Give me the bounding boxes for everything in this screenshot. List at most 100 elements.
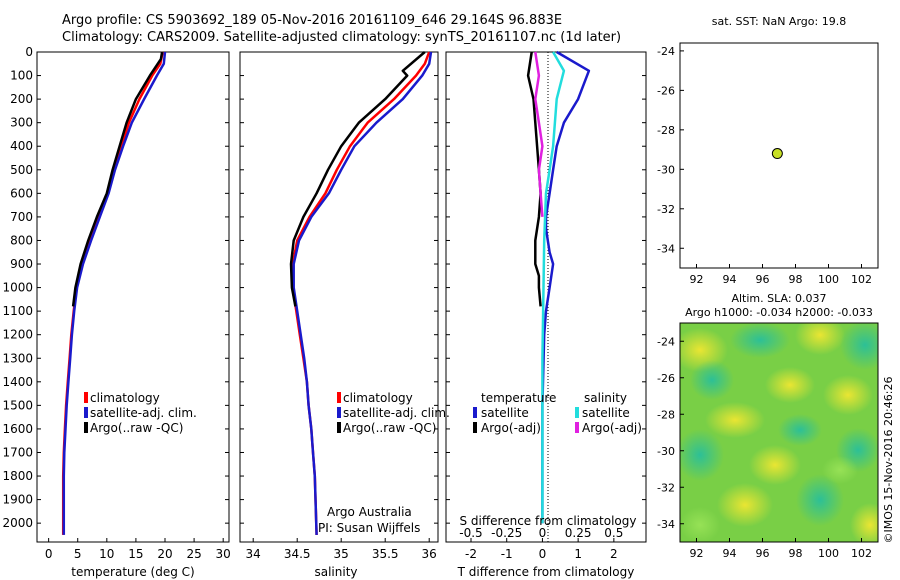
- legend-label-satellite: satellite-adj. clim.: [343, 406, 450, 420]
- depth-tick-label: 2000: [2, 516, 33, 530]
- x-tick-label: 20: [157, 547, 172, 561]
- depth-tick-label: 1000: [2, 281, 33, 295]
- series-line-climatology: [61, 51, 164, 535]
- difference-panel: [445, 51, 647, 543]
- depth-tick-label: 400: [10, 139, 33, 153]
- header-line-2: Climatology: CARS2009. Satellite-adjuste…: [62, 30, 622, 45]
- sla-title-line-2: Argo h1000: -0.034 h2000: -0.033: [685, 306, 873, 319]
- legend-label-temp-argo: Argo(-adj): [481, 421, 541, 435]
- s-tick-label: 0: [539, 526, 547, 540]
- temperature-legend: climatology satellite-adj. clim. Argo(..…: [84, 391, 197, 435]
- series-line-satellite: [541, 51, 566, 524]
- x-tick-label: 2: [610, 547, 618, 561]
- depth-tick-label: 1200: [2, 328, 33, 342]
- map-x-tick-label: 100: [818, 273, 839, 286]
- t-difference-axis-label: T difference from climatology: [457, 565, 635, 579]
- map-x-tick-label: 98: [789, 547, 803, 560]
- s-tick-label: -0.25: [491, 526, 522, 540]
- location-map-panel: [679, 42, 879, 269]
- legend-swatch-argo: [84, 422, 88, 433]
- depth-tick-label: 900: [10, 257, 33, 271]
- x-tick-label: 0: [45, 547, 53, 561]
- map-y-tick-label: -34: [657, 242, 675, 255]
- series-line-argo-raw-qc-: [289, 51, 426, 307]
- legend-swatch-temp-satellite: [473, 407, 477, 418]
- x-tick-label: -2: [465, 547, 477, 561]
- depth-tick-label: 1600: [2, 422, 33, 436]
- salinity-panel: [239, 51, 439, 543]
- series-line-argo-adj-: [534, 51, 544, 217]
- legend-swatch-climatology: [84, 392, 88, 403]
- map-x-tick-label: 94: [723, 547, 737, 560]
- depth-tick-label: 600: [10, 186, 33, 200]
- depth-tick-label: 500: [10, 163, 33, 177]
- map-x-tick-label: 94: [723, 273, 737, 286]
- x-tick-label: 36: [422, 547, 437, 561]
- depth-tick-label: 700: [10, 210, 33, 224]
- temperature-panel: [36, 51, 230, 543]
- legend-label-argo: Argo(..raw -QC): [343, 421, 436, 435]
- argo-location-marker: [771, 148, 783, 160]
- map-x-tick-label: 98: [789, 273, 803, 286]
- depth-tick-label: 200: [10, 92, 33, 106]
- legend-swatch-temp-argo: [473, 422, 477, 433]
- legend-swatch-climatology: [337, 392, 341, 403]
- difference-legend: temperature salinity satellite Argo(-adj…: [473, 391, 642, 435]
- map-x-tick-label: 100: [818, 547, 839, 560]
- x-tick-label: 1: [574, 547, 582, 561]
- map-y-tick-label: -34: [657, 518, 675, 531]
- depth-tick-label: 1800: [2, 469, 33, 483]
- temperature-axis-label: temperature (deg C): [71, 565, 194, 579]
- s-tick-label: 0.25: [565, 526, 592, 540]
- map-y-tick-label: -32: [657, 203, 675, 216]
- salinity-axis-label: salinity: [314, 565, 357, 579]
- series-line-argo-raw-qc-: [71, 51, 164, 307]
- map-y-tick-label: -26: [657, 84, 675, 97]
- x-tick-label: 10: [99, 547, 114, 561]
- x-tick-label: 34: [246, 547, 261, 561]
- depth-tick-label: 1100: [2, 304, 33, 318]
- legend-swatch-sal-argo: [575, 422, 579, 433]
- map-y-tick-label: -24: [657, 335, 675, 348]
- sla-title-line-1: Altim. SLA: 0.037: [731, 292, 826, 305]
- legend-label-climatology: climatology: [343, 391, 413, 405]
- x-tick-label: 0: [539, 547, 547, 561]
- pi-label: PI: Susan Wijffels: [318, 521, 420, 535]
- series-line-satellite-adj-clim-: [62, 51, 167, 535]
- x-tick-label: 15: [128, 547, 143, 561]
- x-tick-label: 25: [186, 547, 201, 561]
- x-tick-label: 35.5: [372, 547, 399, 561]
- salinity-legend: climatology satellite-adj. clim. Argo(..…: [337, 391, 450, 435]
- x-tick-label: 5: [74, 547, 82, 561]
- map-x-tick-label: 92: [690, 273, 704, 286]
- depth-tick-label: 1300: [2, 351, 33, 365]
- imos-timestamp: ©IMOS 15-Nov-2016 20:46:26: [882, 377, 895, 544]
- x-tick-label: 34.5: [284, 547, 311, 561]
- series-line-satellite: [541, 50, 591, 524]
- x-tick-label: 30: [216, 547, 231, 561]
- sla-heatmap: [680, 323, 878, 542]
- legend-swatch-sal-satellite: [575, 407, 579, 418]
- map-x-tick-label: 102: [851, 547, 872, 560]
- sla-map-panel: [679, 322, 879, 543]
- depth-tick-label: 1900: [2, 493, 33, 507]
- map-y-tick-label: -30: [657, 163, 675, 176]
- depth-tick-label: 800: [10, 233, 33, 247]
- depth-tick-label: 1500: [2, 398, 33, 412]
- map-y-tick-label: -24: [657, 45, 675, 58]
- map-y-tick-label: -32: [657, 481, 675, 494]
- depth-tick-label: 300: [10, 116, 33, 130]
- argo-australia-label: Argo Australia: [327, 505, 412, 519]
- legend-swatch-satellite: [337, 407, 341, 418]
- legend-label-climatology: climatology: [90, 391, 160, 405]
- x-tick-label: -1: [501, 547, 513, 561]
- x-tick-label: 35: [334, 547, 349, 561]
- s-difference-axis-label: S difference from climatology: [460, 514, 637, 528]
- map-y-tick-label: -30: [657, 445, 675, 458]
- map-x-tick-label: 102: [851, 273, 872, 286]
- map-y-tick-label: -28: [657, 408, 675, 421]
- map-y-tick-label: -28: [657, 124, 675, 137]
- depth-tick-label: 1400: [2, 375, 33, 389]
- series-line-satellite-adj-clim-: [292, 51, 433, 535]
